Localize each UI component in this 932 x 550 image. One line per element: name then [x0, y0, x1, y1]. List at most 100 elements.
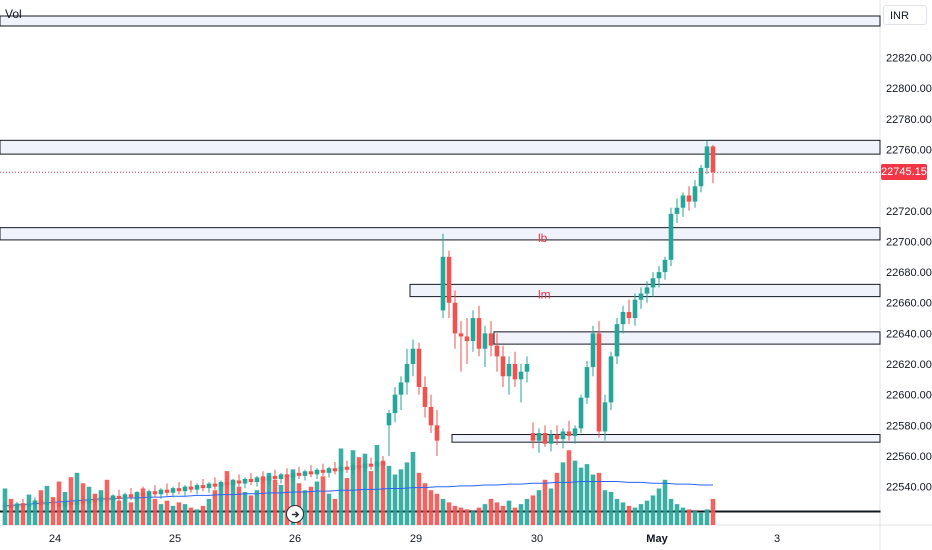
volume-bar [188, 507, 194, 525]
volume-bar [212, 490, 218, 525]
candle-body [578, 397, 584, 429]
candle-body [542, 432, 548, 444]
candle-body [134, 492, 140, 498]
volume-bar [128, 502, 134, 525]
candle-body [704, 146, 710, 168]
volume-bar [284, 474, 290, 525]
candle-body [524, 364, 530, 372]
volume-bar [656, 488, 662, 525]
volume-indicator-label[interactable]: Vol [5, 7, 22, 21]
candle-body [464, 336, 470, 342]
candle-body [308, 471, 314, 475]
candle-body [632, 299, 638, 319]
candle-body [278, 474, 284, 479]
candle-body [8, 505, 14, 509]
volume-bar [560, 462, 566, 525]
volume-bar [110, 495, 116, 525]
candle-body [224, 482, 230, 486]
zone-label-lb: lb [538, 231, 548, 245]
candle-body [110, 495, 116, 501]
volume-bar [206, 498, 212, 525]
volume-bar [314, 481, 320, 525]
volume-bar [548, 488, 554, 525]
candle-body [548, 434, 554, 444]
volume-bar [98, 490, 104, 525]
y-tick-label: 22620.00 [886, 359, 932, 371]
candle-body [296, 472, 302, 476]
y-tick-label: 22600.00 [886, 390, 932, 402]
volume-bar [266, 472, 272, 525]
candle-body [584, 367, 590, 398]
candle-body [560, 431, 566, 440]
volume-bar [350, 450, 356, 525]
candle-body [494, 345, 500, 357]
candle-body [32, 500, 38, 504]
candle-body [452, 302, 458, 334]
candle-body [314, 469, 320, 475]
currency-label[interactable]: INR [883, 5, 927, 25]
y-tick-label: 22580.00 [886, 420, 932, 432]
candle-body [608, 356, 614, 403]
volume-bar [482, 504, 488, 525]
volume-bar [374, 445, 380, 525]
candle-body [158, 489, 164, 495]
candle-body [152, 491, 158, 495]
volume-bar [632, 507, 638, 525]
candle-body [356, 465, 362, 469]
volume-bar [386, 465, 392, 525]
volume-bar [230, 479, 236, 525]
volume-bar [248, 495, 254, 525]
volume-bar [674, 504, 680, 525]
candle-body [146, 491, 152, 496]
y-tick-label: 22540.00 [886, 482, 932, 494]
candle-body [122, 494, 128, 499]
candle-body [104, 497, 110, 501]
volume-bar [668, 498, 674, 525]
volume-bar [506, 500, 512, 525]
volume-bar [218, 483, 224, 525]
candle-body [260, 477, 266, 481]
volume-bar [236, 486, 242, 525]
candle-body [68, 501, 74, 505]
candle-body [92, 498, 98, 502]
volume-bar [224, 471, 230, 525]
volume-bar [38, 490, 44, 525]
candle-body [638, 293, 644, 300]
volume-bar [614, 498, 620, 525]
volume-bar [380, 460, 386, 525]
last-price-tag: 22745.15 [881, 164, 927, 180]
volume-bar [446, 502, 452, 525]
candle-body [440, 256, 446, 311]
volume-bar [710, 498, 716, 525]
candle-body [200, 485, 206, 489]
volume-bar [242, 491, 248, 525]
volume-bar [488, 498, 494, 525]
candle-body [662, 259, 668, 273]
zone-3 [493, 331, 881, 345]
candle-body [368, 463, 374, 467]
volume-bar [410, 451, 416, 525]
candle-body [458, 333, 464, 337]
replay-icon[interactable] [286, 505, 304, 523]
candle-body [248, 478, 254, 483]
zone-5 [0, 510, 881, 513]
volume-bar [182, 504, 188, 525]
volume-bar [470, 511, 476, 525]
volume-bar [458, 507, 464, 525]
volume-bar [440, 498, 446, 525]
volume-bar [536, 490, 542, 525]
candle-body [602, 402, 608, 432]
x-tick-label: 26 [289, 533, 301, 545]
volume-bar [566, 450, 572, 525]
candle-body [320, 469, 326, 473]
volume-bar [428, 490, 434, 525]
zone-0 [0, 139, 881, 155]
candle-body [86, 498, 92, 504]
x-tick-label: 29 [410, 533, 422, 545]
candle-body [338, 466, 344, 472]
candle-body [434, 425, 440, 441]
volume-bar [590, 474, 596, 525]
candle-body [380, 462, 386, 466]
volume-bar [176, 502, 182, 525]
